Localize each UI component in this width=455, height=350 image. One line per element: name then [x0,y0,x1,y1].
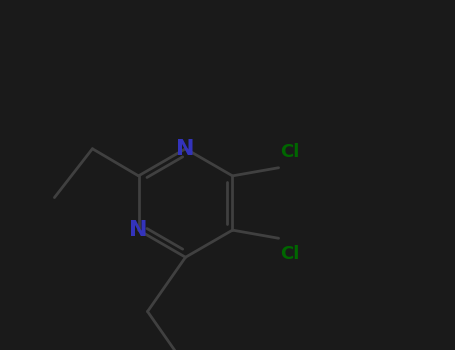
Text: N: N [176,139,195,159]
Text: Cl: Cl [280,143,300,161]
Text: N: N [129,220,148,240]
Text: Cl: Cl [280,245,300,263]
